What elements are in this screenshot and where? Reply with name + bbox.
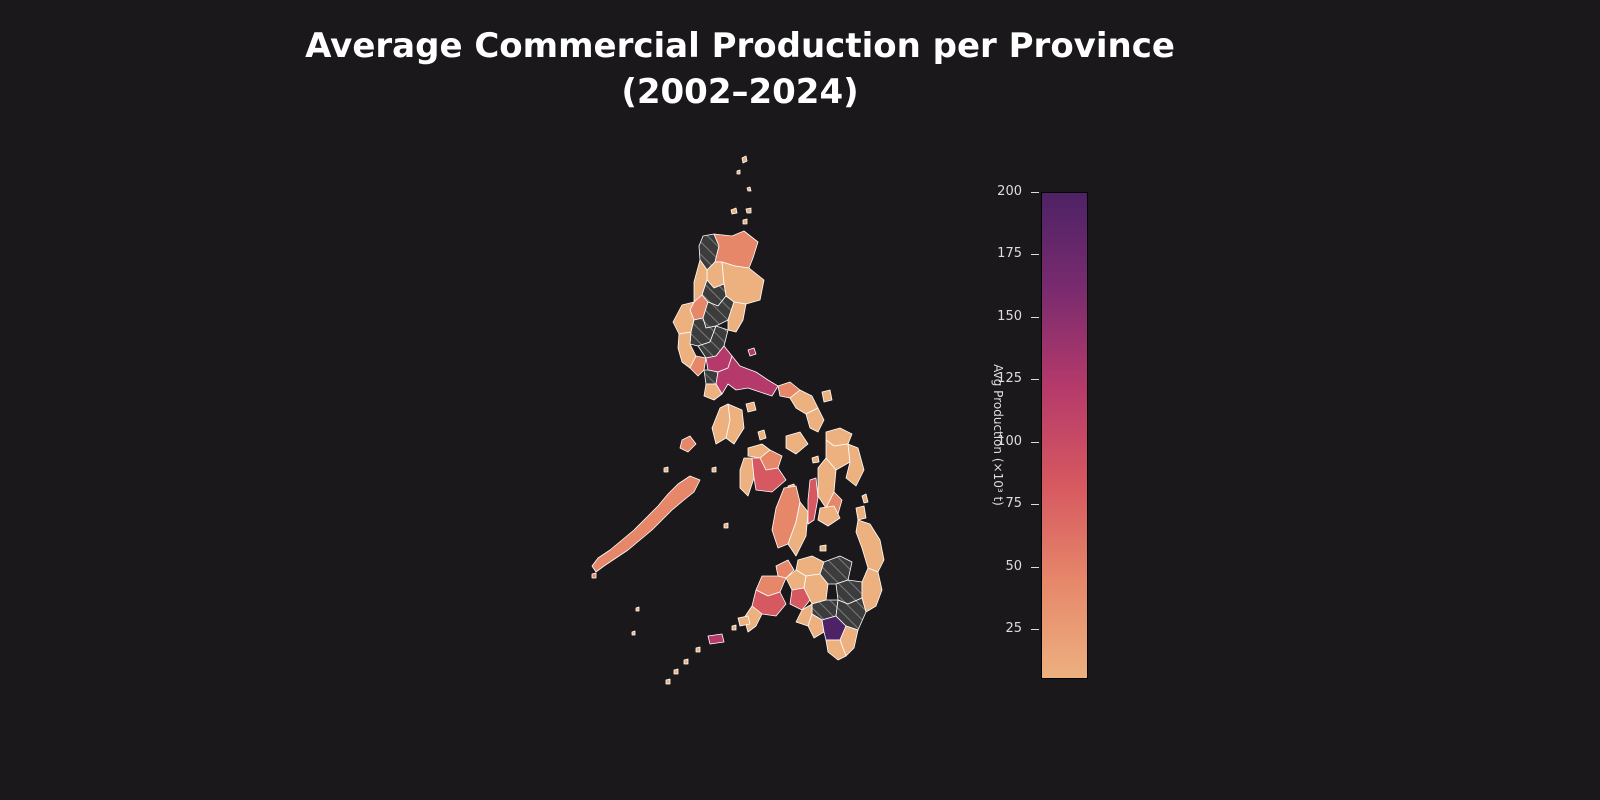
islet-palawan-1 xyxy=(591,572,597,579)
islet-sulu-2 xyxy=(695,646,701,653)
islet-sulu-sea-3 xyxy=(723,522,729,529)
colorbar-label: Avg Production (×10³ t) xyxy=(991,364,1005,506)
province-misamis-occidental xyxy=(775,559,795,579)
colorbar-tick-label: 100 xyxy=(997,434,1022,449)
province-iloilo xyxy=(751,457,787,493)
province-cebu xyxy=(807,477,819,525)
islet-tawi-tawi-2 xyxy=(673,668,679,675)
province-palawan xyxy=(591,475,701,573)
islet-north-4 xyxy=(745,207,752,214)
islet-north-5 xyxy=(742,218,748,225)
colorbar-tick-label: 200 xyxy=(997,184,1022,199)
province-calamian xyxy=(679,435,697,453)
province-sulu xyxy=(707,633,725,645)
province-pangasinan xyxy=(672,301,695,335)
islet-sulu-sea-1 xyxy=(663,466,669,473)
islet-sulu-sea-2 xyxy=(711,466,717,473)
province-antique xyxy=(739,457,755,497)
colorbar-tick-label: 150 xyxy=(997,309,1022,324)
colorbar-tick-mark xyxy=(1031,504,1039,505)
province-marinduque xyxy=(745,401,757,413)
province-cavite xyxy=(703,369,719,385)
chart-title-line-2: (2002–2024) xyxy=(621,72,859,112)
colorbar-tick-mark xyxy=(1031,317,1039,318)
colorbar-tick-mark xyxy=(1031,379,1039,380)
province-zamboanga-sibugay xyxy=(743,605,763,633)
islet-north-1 xyxy=(736,169,741,175)
province-sarangani xyxy=(825,639,847,661)
islet-tawi-tawi-3 xyxy=(665,678,671,685)
province-masbate xyxy=(785,431,809,455)
province-polillo xyxy=(747,347,757,357)
islet-north-3 xyxy=(730,207,738,215)
province-basilan xyxy=(737,615,751,627)
colorbar-tick-label: 25 xyxy=(1005,621,1022,636)
colorbar-tick-label: 175 xyxy=(997,246,1022,261)
colorbar-tick-label: 75 xyxy=(1005,496,1022,511)
province-romblon xyxy=(757,429,767,441)
province-surigao-del-norte xyxy=(855,505,867,521)
colorbar-tick-label: 50 xyxy=(1005,559,1022,574)
colorbar-tick-mark xyxy=(1031,254,1039,255)
colorbar-tick-mark xyxy=(1031,442,1039,443)
province-davao-oriental xyxy=(861,567,883,613)
province-oriental-mindoro xyxy=(725,403,745,445)
province-biliran xyxy=(811,455,820,464)
province-quezon xyxy=(715,355,779,397)
province-albay-sorsogon xyxy=(805,407,825,433)
colorbar-tick-mark xyxy=(1031,629,1039,630)
province-batanes xyxy=(741,155,748,164)
province-davao-occidental xyxy=(839,625,859,657)
islet-north-2 xyxy=(746,186,752,192)
province-agusan-surigao-sur xyxy=(855,519,885,573)
islet-south-2 xyxy=(631,630,636,636)
province-camiguin xyxy=(819,544,827,552)
province-aurora xyxy=(727,301,747,333)
province-agusan-del-sur xyxy=(819,555,853,585)
province-batangas xyxy=(703,383,723,401)
colorbar-frame xyxy=(1041,192,1088,679)
colorbar-tick-mark xyxy=(1031,192,1039,193)
province-eastern-samar xyxy=(845,443,865,487)
province-dinagat xyxy=(861,493,869,504)
province-bataan xyxy=(689,355,707,377)
colorbar-tick-mark xyxy=(1031,567,1039,568)
colorbar-tick-label: 125 xyxy=(997,371,1022,386)
province-lanao-del-sur xyxy=(789,587,811,611)
islet-south-1 xyxy=(635,606,640,612)
colorbar-gradient xyxy=(1042,193,1087,678)
province-negros-oriental xyxy=(787,501,809,557)
islet-tawi-tawi-1 xyxy=(683,658,689,665)
islet-sulu-1 xyxy=(731,624,737,631)
province-bohol xyxy=(817,505,841,527)
province-catanduanes xyxy=(821,389,833,403)
chart-title-line-1: Average Commercial Production per Provin… xyxy=(305,26,1175,66)
